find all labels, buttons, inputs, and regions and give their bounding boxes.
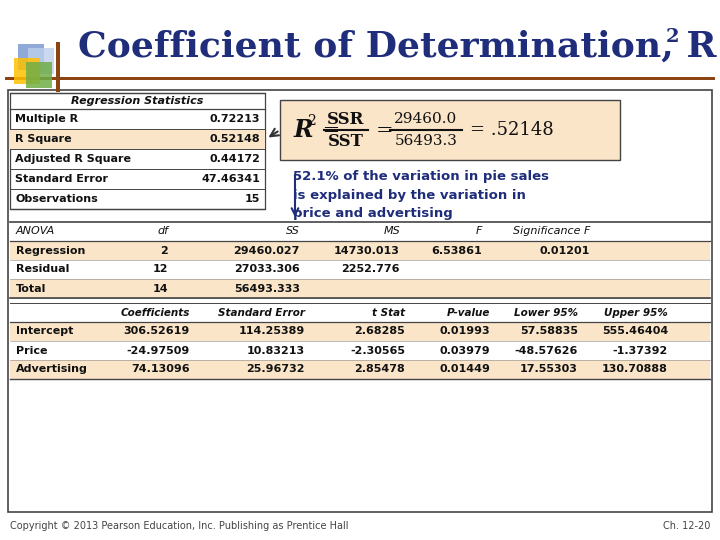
FancyBboxPatch shape [280,100,620,160]
Text: -48.57626: -48.57626 [515,346,578,355]
Text: Regression: Regression [16,246,86,255]
Text: 25.96732: 25.96732 [246,364,305,375]
FancyBboxPatch shape [26,62,52,88]
Text: 52.1% of the variation in pie sales
is explained by the variation in
price and a: 52.1% of the variation in pie sales is e… [293,170,549,220]
Text: MS: MS [383,226,400,237]
Text: Regression Statistics: Regression Statistics [71,96,204,106]
Text: 74.13096: 74.13096 [131,364,190,375]
Text: 0.01993: 0.01993 [439,327,490,336]
Text: P-value: P-value [446,307,490,318]
Text: 0.01449: 0.01449 [439,364,490,375]
FancyBboxPatch shape [10,279,710,298]
FancyBboxPatch shape [28,48,54,74]
Text: 10.83213: 10.83213 [247,346,305,355]
Text: 2: 2 [161,246,168,255]
Text: 2252.776: 2252.776 [341,265,400,274]
Text: Adjusted R Square: Adjusted R Square [15,154,131,164]
FancyArrowPatch shape [270,129,279,136]
FancyBboxPatch shape [14,58,40,84]
Text: Total: Total [16,284,46,294]
FancyBboxPatch shape [10,322,710,341]
FancyBboxPatch shape [18,44,44,70]
Text: 17.55303: 17.55303 [520,364,578,375]
Text: 14730.013: 14730.013 [334,246,400,255]
Text: R Square: R Square [15,134,71,144]
Text: 29460.0: 29460.0 [395,112,458,126]
Text: t Stat: t Stat [372,307,405,318]
Text: F: F [476,226,482,237]
Text: = .52148: = .52148 [470,121,554,139]
Text: Observations: Observations [15,194,98,204]
Text: 57.58835: 57.58835 [520,327,578,336]
Text: 2.68285: 2.68285 [354,327,405,336]
Text: 27033.306: 27033.306 [234,265,300,274]
FancyBboxPatch shape [5,77,715,80]
FancyBboxPatch shape [10,93,265,209]
Text: 14: 14 [153,284,168,294]
Text: Intercept: Intercept [16,327,73,336]
Text: Standard Error: Standard Error [15,174,108,184]
Text: 0.52148: 0.52148 [210,134,260,144]
FancyBboxPatch shape [10,129,265,149]
FancyBboxPatch shape [10,241,710,260]
Text: Residual: Residual [16,265,69,274]
Text: 2: 2 [666,28,680,46]
FancyBboxPatch shape [10,360,710,379]
Text: =: = [376,120,394,139]
Text: 306.52619: 306.52619 [124,327,190,336]
Text: 555.46404: 555.46404 [602,327,668,336]
Text: -2.30565: -2.30565 [350,346,405,355]
Text: 56493.3: 56493.3 [395,134,457,148]
Text: df: df [157,226,168,237]
Text: R: R [294,118,314,142]
Text: 114.25389: 114.25389 [239,327,305,336]
Text: 0.03979: 0.03979 [439,346,490,355]
Text: Upper 95%: Upper 95% [604,307,668,318]
FancyBboxPatch shape [56,42,60,92]
Text: =: = [316,120,341,139]
Text: 56493.333: 56493.333 [234,284,300,294]
Text: Price: Price [16,346,48,355]
Text: 130.70888: 130.70888 [602,364,668,375]
FancyBboxPatch shape [8,90,712,512]
Text: SST: SST [328,132,364,150]
FancyArrowPatch shape [292,175,298,215]
Text: 47.46341: 47.46341 [201,174,260,184]
Text: 0.72213: 0.72213 [210,114,260,124]
Text: 15: 15 [245,194,260,204]
Text: Lower 95%: Lower 95% [514,307,578,318]
Text: ANOVA: ANOVA [16,226,55,237]
Text: SS: SS [286,226,300,237]
Text: Multiple R: Multiple R [15,114,78,124]
Text: Advertising: Advertising [16,364,88,375]
Text: 12: 12 [153,265,168,274]
Text: 6.53861: 6.53861 [431,246,482,255]
Text: SSR: SSR [328,111,365,127]
Text: Standard Error: Standard Error [218,307,305,318]
Text: Ch. 12-20: Ch. 12-20 [662,521,710,531]
Text: Coefficient of Determination, R: Coefficient of Determination, R [78,30,716,64]
Text: 0.44172: 0.44172 [209,154,260,164]
Text: Coefficients: Coefficients [121,307,190,318]
Text: -1.37392: -1.37392 [613,346,668,355]
Text: 2: 2 [307,114,316,128]
Text: 0.01201: 0.01201 [539,246,590,255]
Text: 29460.027: 29460.027 [233,246,300,255]
Text: 2.85478: 2.85478 [354,364,405,375]
Text: Significance F: Significance F [513,226,590,237]
Text: -24.97509: -24.97509 [127,346,190,355]
Text: Copyright © 2013 Pearson Education, Inc. Publishing as Prentice Hall: Copyright © 2013 Pearson Education, Inc.… [10,521,348,531]
